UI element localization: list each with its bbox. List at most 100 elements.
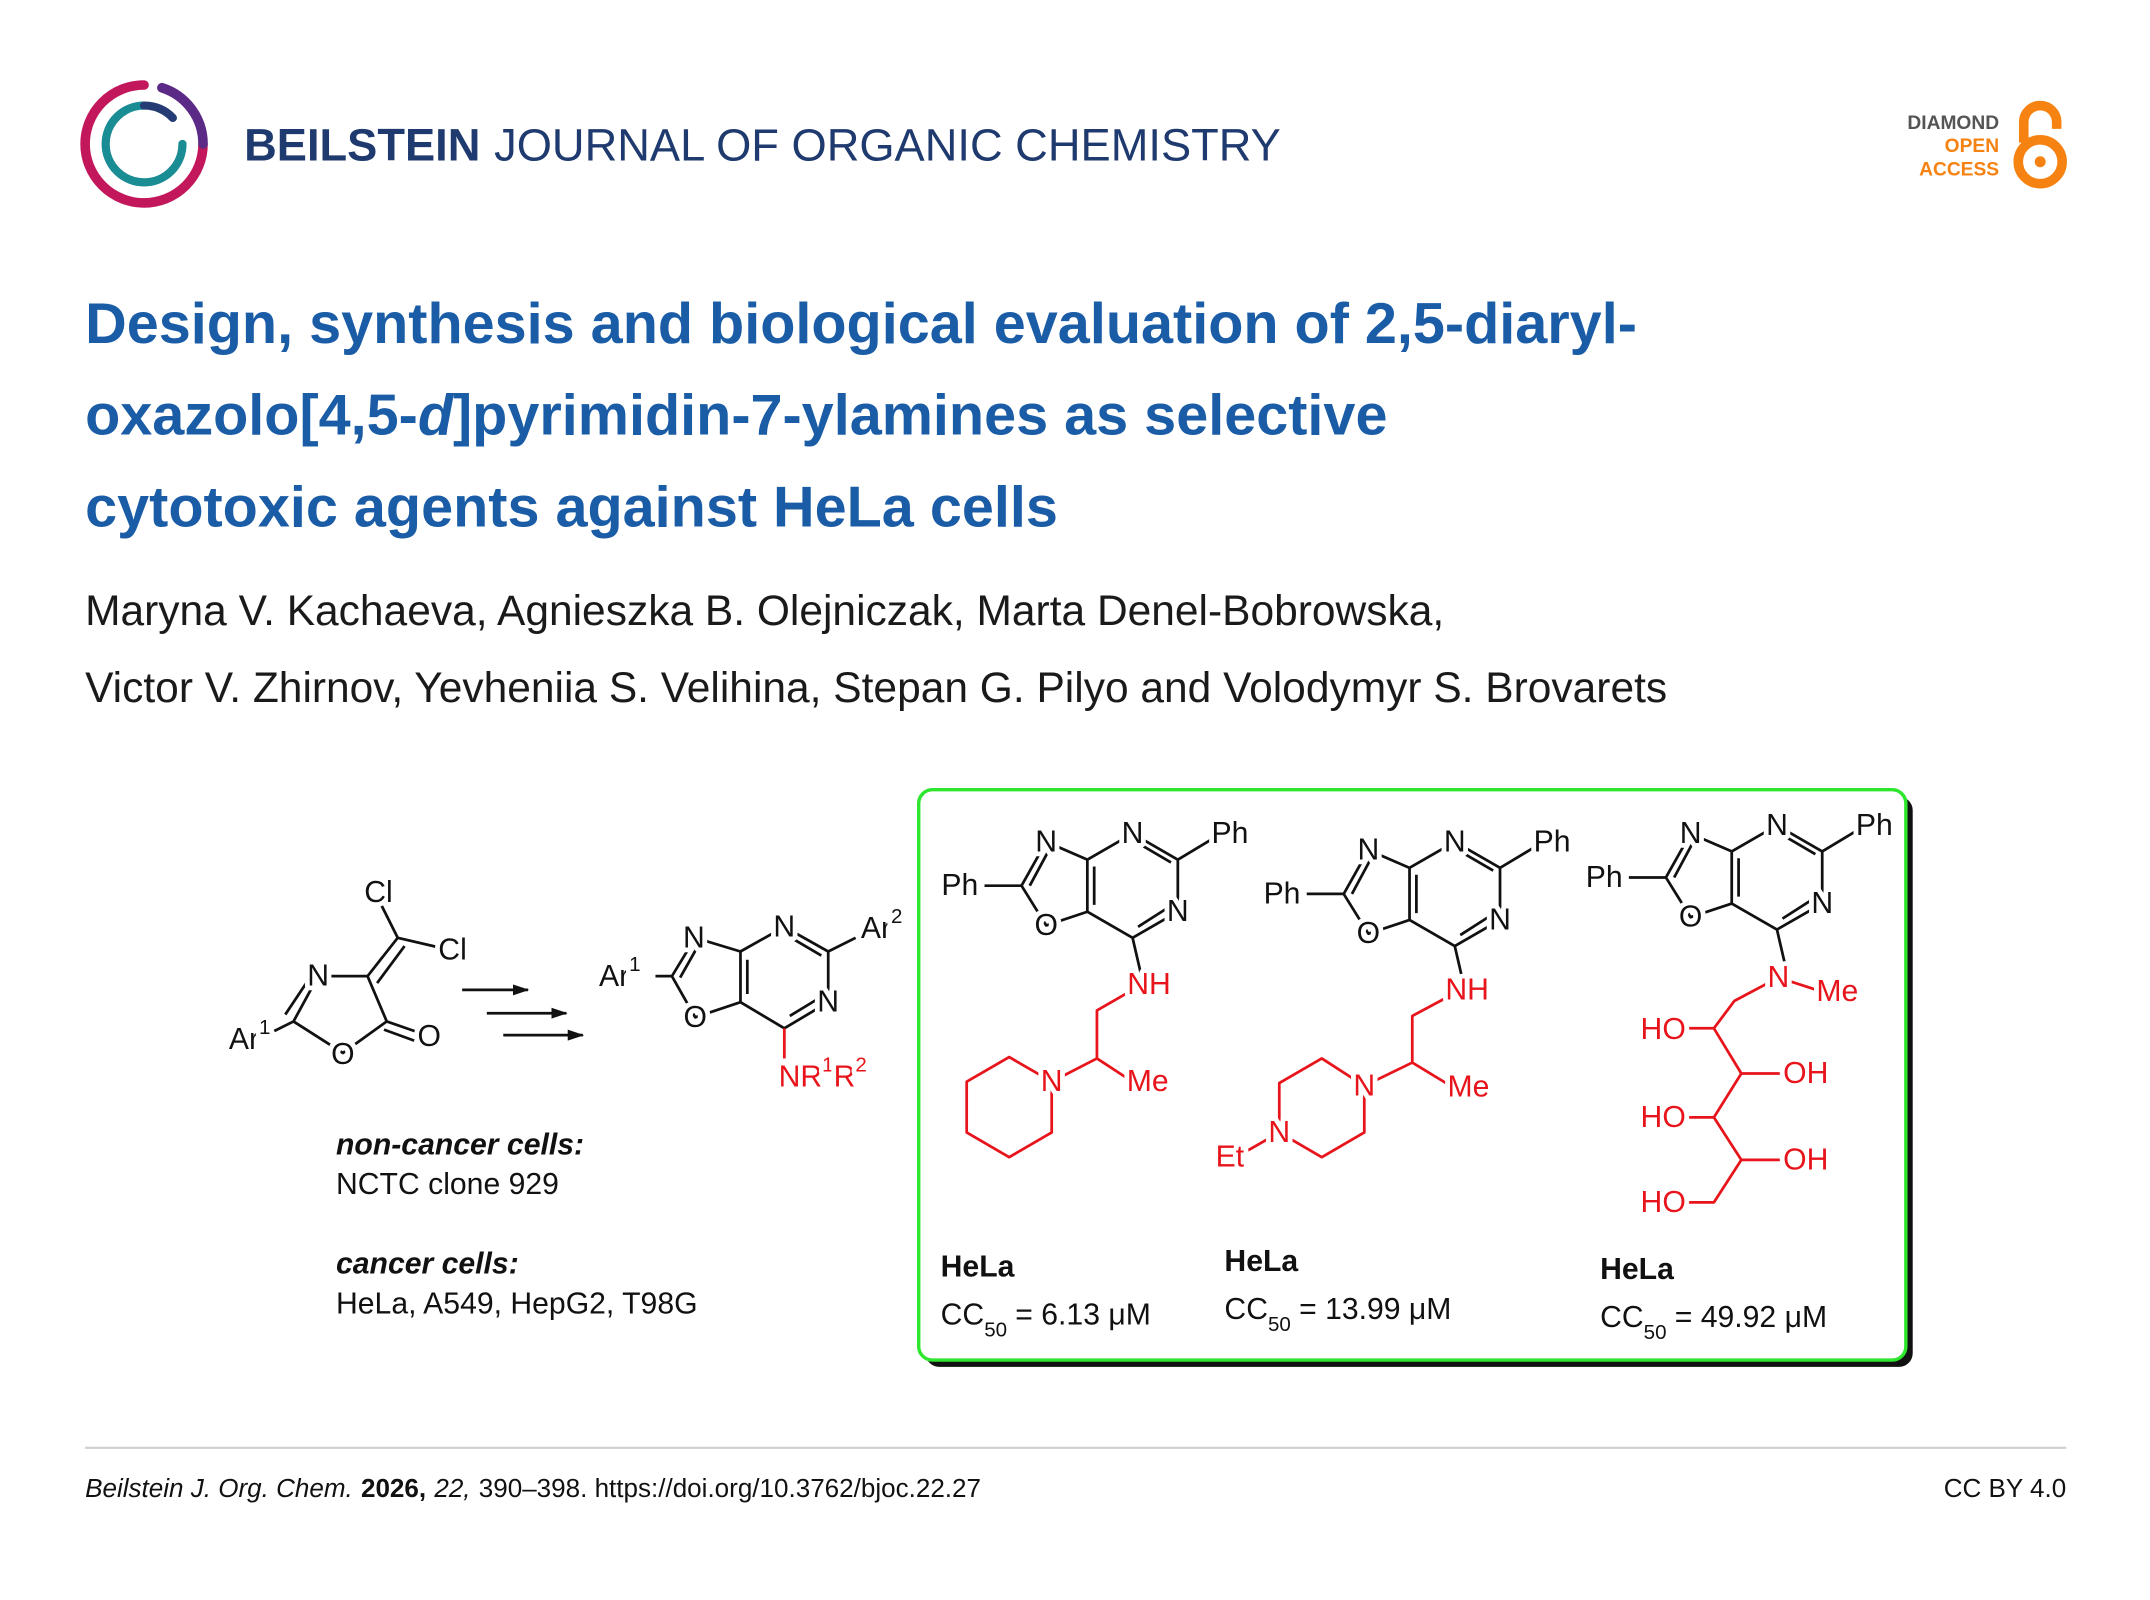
citation-year: 2026, — [361, 1473, 426, 1503]
atom-label: Ph — [1211, 817, 1248, 850]
side-chain: NH N Me N Et — [1211, 969, 1494, 1179]
atom-label: Me — [1448, 1071, 1490, 1104]
cell-line: HeLa — [941, 1250, 1015, 1283]
activity: HeLa CC50 = 6.13 μM HeLa CC50 = 13.99 μM H… — [941, 1245, 1827, 1344]
atom-label: Me — [1127, 1065, 1169, 1098]
citation: Beilstein J. Org. Chem. 2026, 22, 390–398. … — [85, 1473, 981, 1503]
cc50: CC50 = 49.92 μM — [1600, 1301, 1827, 1344]
atom-label: O — [1679, 901, 1702, 934]
atom-label: Ph — [1264, 877, 1301, 910]
atom-label: N — [307, 960, 329, 993]
atom-label: OH — [1783, 1143, 1828, 1176]
atom-label: N — [1041, 1065, 1063, 1098]
cell-heading: non-cancer cells: — [336, 1128, 584, 1161]
cell-lines: non-cancer cells: NCTC clone 929 cancer … — [336, 1128, 698, 1320]
title-text: d — [418, 384, 455, 448]
atom-label: Ph — [1534, 825, 1571, 858]
atom-label: O — [418, 1020, 441, 1053]
core-structure: N N Ph Ph N O — [1581, 804, 1898, 966]
atom-label: N — [1444, 825, 1466, 858]
author-line: Maryna V. Kachaeva, Agnieszka B. Olejnic… — [85, 588, 1444, 635]
atom-label: O — [1357, 917, 1380, 950]
article-title: Design, synthesis and biological evaluat… — [85, 292, 1637, 540]
atom-label: NH — [1445, 973, 1489, 1006]
cell-list: NCTC clone 929 — [336, 1168, 559, 1201]
atom-label: O — [1034, 909, 1057, 942]
atom-label: Cl — [438, 934, 466, 967]
atom-label: Ph — [941, 869, 978, 902]
atom-label: Cl — [364, 876, 392, 909]
atom-label: Ar1 — [599, 953, 641, 993]
atom-label: N — [1489, 903, 1511, 936]
title-text: ]pyrimidin-7-ylamines as selective — [453, 384, 1387, 448]
atom-label: OH — [1783, 1057, 1828, 1090]
label-part: Ar — [229, 1023, 259, 1056]
citation-pages: 390–398. https://doi.org/10.3762/bjoc.22… — [479, 1473, 981, 1503]
atom-label: N — [1035, 825, 1057, 858]
atom-label: NH — [1127, 968, 1171, 1001]
core-bonds — [984, 832, 1213, 974]
cc-value: = 49.92 μM — [1675, 1301, 1827, 1334]
label-part: R — [834, 1060, 856, 1093]
label-superscript: 1 — [259, 1016, 270, 1039]
cc-value: = 13.99 μM — [1299, 1293, 1451, 1326]
cell-line: HeLa — [1600, 1253, 1674, 1286]
citation-volume: 22, — [433, 1473, 470, 1503]
atom-label: N — [1767, 961, 1789, 994]
journal-logo — [80, 80, 208, 208]
cc-subscript: 50 — [1268, 1312, 1291, 1335]
cc-label: CC — [1224, 1293, 1268, 1326]
cc-subscript: 50 — [984, 1318, 1007, 1341]
atom-label: N — [817, 986, 839, 1019]
atom-label: Ph — [1856, 809, 1893, 842]
label-part: Ar — [861, 912, 891, 945]
atom-label: N — [1122, 817, 1144, 850]
side-chain: N Me HO OH HO OH HO — [1636, 956, 1863, 1223]
product-structure: N N O N Ar1 Ar2 NR1R2 — [594, 900, 907, 1097]
atom-label: Ar1 — [229, 1016, 271, 1056]
atom-label: O — [331, 1038, 354, 1071]
atom-label: Ar2 — [861, 905, 903, 945]
label-superscript: 2 — [891, 905, 902, 928]
title-line: cytotoxic agents against HeLa cells — [85, 475, 1058, 539]
open-access-badge: DIAMOND OPEN ACCESS — [1907, 113, 1999, 181]
cell-list: HeLa, A549, HepG2, T98G — [336, 1287, 698, 1320]
atom-label: N — [1680, 817, 1702, 850]
badge-text: OPEN — [1945, 136, 1999, 157]
atom-label: HO — [1641, 1101, 1686, 1134]
author-line: Victor V. Zhirnov, Yevheniia S. Velihina… — [85, 665, 1667, 712]
side-chain: NH N Me — [965, 963, 1176, 1159]
atom-label: N — [1811, 887, 1833, 920]
reactant-structure: Cl Cl N O O Ar1 — [224, 871, 472, 1075]
cell-heading: cancer cells: — [336, 1248, 519, 1281]
atom-label: O — [683, 1001, 706, 1034]
cc-label: CC — [941, 1298, 985, 1331]
cc-subscript: 50 — [1644, 1321, 1667, 1344]
journal-title: JOURNAL OF ORGANIC CHEMISTRY — [494, 119, 1281, 170]
atom-label: Ph — [1586, 861, 1623, 894]
open-access-icon — [2013, 100, 2067, 189]
label-part: Ar — [599, 960, 629, 993]
atom-label: N — [773, 910, 795, 943]
compound-box — [916, 788, 1908, 1362]
label-superscript: 2 — [855, 1053, 866, 1076]
atom-label: NR1R2 — [779, 1053, 867, 1093]
license: CC BY 4.0 — [1944, 1473, 2067, 1503]
badge-text: DIAMOND — [1907, 113, 1999, 134]
title-line: oxazolo[4,5-d]pyrimidin-7-ylamines as se… — [85, 384, 1387, 448]
label-superscript: 1 — [629, 953, 640, 976]
citation-journal: Beilstein J. Org. Chem. — [85, 1473, 353, 1503]
atom-label: N — [683, 921, 705, 954]
authors: Maryna V. Kachaeva, Agnieszka B. Olejnic… — [85, 588, 1667, 712]
atom-label: N — [1167, 895, 1189, 928]
atom-label: HO — [1641, 1186, 1686, 1219]
cc50: CC50 = 13.99 μM — [1224, 1293, 1451, 1336]
badge-text: ACCESS — [1919, 159, 1999, 180]
journal-name: BEILSTEIN JOURNAL OF ORGANIC CHEMISTRY — [244, 119, 1281, 170]
title-line: Design, synthesis and biological evaluat… — [85, 292, 1637, 356]
core-bonds — [1306, 840, 1536, 982]
atom-label: Me — [1816, 975, 1858, 1008]
label-part: NR — [779, 1060, 823, 1093]
